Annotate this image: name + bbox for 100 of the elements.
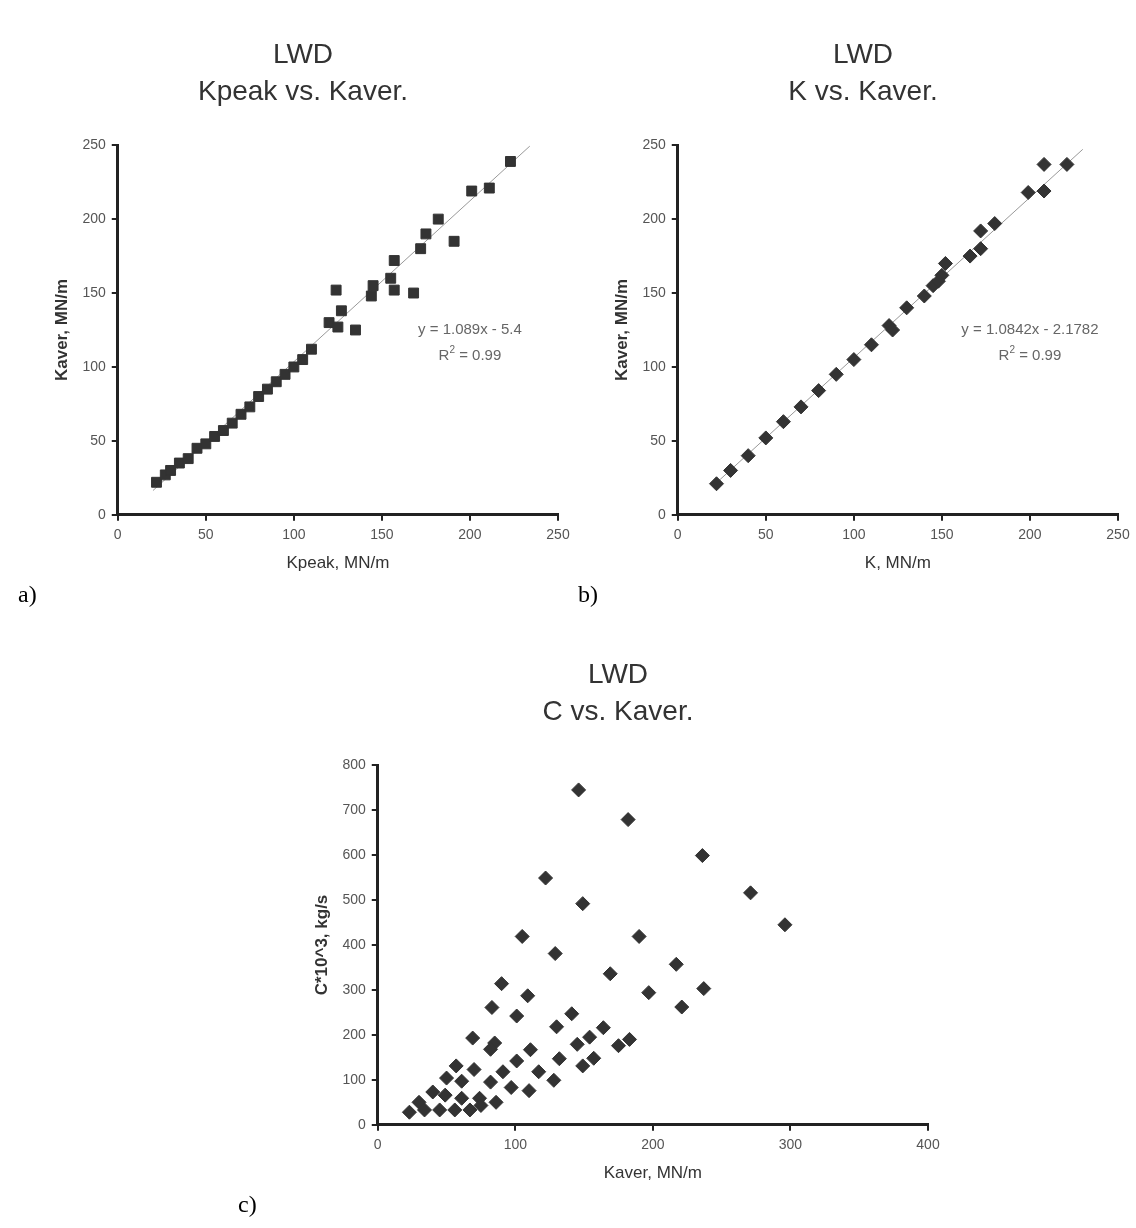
y-tick-label: 700 xyxy=(342,801,366,818)
point xyxy=(620,812,636,828)
point xyxy=(514,928,530,944)
point xyxy=(388,255,400,266)
x-tick-label: 200 xyxy=(458,526,482,543)
point xyxy=(937,255,953,271)
point xyxy=(388,284,400,296)
y-tick-label: 150 xyxy=(642,283,666,300)
point xyxy=(987,216,1003,232)
y-tick-label: 0 xyxy=(97,505,106,522)
point xyxy=(484,999,500,1015)
point xyxy=(448,235,460,247)
point xyxy=(415,243,427,255)
y-tick-label: 50 xyxy=(90,431,106,448)
x-tick-label: 250 xyxy=(1106,526,1130,543)
point xyxy=(740,448,756,464)
y-tick-label: 100 xyxy=(342,1070,366,1087)
x-axis-title: K, MN/m xyxy=(864,553,931,573)
y-tick-label: 200 xyxy=(642,209,666,226)
point xyxy=(1036,156,1052,172)
point xyxy=(610,1038,626,1054)
point xyxy=(863,337,879,353)
point xyxy=(165,465,177,476)
annotation: y = 1.0842x - 2.1782 xyxy=(961,320,1099,338)
point xyxy=(432,213,444,225)
point xyxy=(297,354,309,366)
y-tick-label: 100 xyxy=(82,357,106,374)
point xyxy=(885,322,901,338)
text: a) xyxy=(18,581,37,608)
point xyxy=(235,408,247,420)
point xyxy=(828,366,844,382)
point xyxy=(217,425,229,436)
point xyxy=(401,1104,417,1120)
point xyxy=(582,1029,598,1045)
y-tick-label: 50 xyxy=(650,431,666,448)
point xyxy=(494,976,510,992)
point xyxy=(437,1087,453,1103)
point xyxy=(350,324,361,336)
x-tick-label: 200 xyxy=(1018,526,1042,543)
point xyxy=(775,414,791,430)
point xyxy=(335,305,347,317)
point xyxy=(465,1030,481,1046)
point xyxy=(696,981,712,997)
point xyxy=(621,1031,637,1047)
point xyxy=(668,956,684,972)
chart-title: LWD xyxy=(272,37,334,69)
point xyxy=(575,896,591,912)
point xyxy=(495,1064,511,1080)
point xyxy=(173,457,185,469)
point xyxy=(1020,185,1036,201)
y-tick-label: 800 xyxy=(342,756,366,773)
point xyxy=(447,1102,463,1118)
point xyxy=(425,1084,441,1100)
y-tick-label: 0 xyxy=(657,505,666,522)
text: c) xyxy=(238,1191,257,1218)
point xyxy=(522,1042,538,1058)
point xyxy=(571,782,587,798)
point xyxy=(531,1064,547,1080)
point xyxy=(899,300,915,316)
point xyxy=(521,1083,537,1099)
y-tick-label: 200 xyxy=(82,209,106,226)
y-tick-label: 500 xyxy=(342,890,366,907)
point xyxy=(549,1019,565,1035)
y-tick-label: 0 xyxy=(357,1115,366,1132)
point xyxy=(538,870,554,886)
point xyxy=(547,946,563,962)
point xyxy=(973,241,989,257)
point xyxy=(551,1051,567,1067)
point xyxy=(641,985,657,1001)
annotation: y = 1.089x - 5.4 xyxy=(418,320,522,338)
x-tick-label: 150 xyxy=(930,526,954,543)
point xyxy=(569,1036,585,1052)
point xyxy=(261,383,273,395)
y-tick-label: 600 xyxy=(342,845,366,862)
point xyxy=(723,462,739,478)
x-tick-label: 150 xyxy=(370,526,394,543)
point xyxy=(631,928,647,944)
x-tick-label: 100 xyxy=(503,1136,528,1153)
point xyxy=(448,1058,464,1074)
point xyxy=(503,1079,519,1095)
point xyxy=(962,248,978,264)
point xyxy=(385,272,397,284)
x-axis-title: Kpeak, MN/m xyxy=(286,553,390,573)
point xyxy=(509,1008,525,1024)
point xyxy=(811,383,827,399)
point xyxy=(793,399,809,415)
point xyxy=(420,228,432,240)
point xyxy=(279,368,291,380)
x-tick-label: 0 xyxy=(373,1136,382,1153)
point xyxy=(244,401,256,413)
point xyxy=(408,287,420,299)
x-tick-label: 100 xyxy=(842,526,866,543)
point xyxy=(488,1094,504,1110)
point xyxy=(417,1102,433,1118)
point xyxy=(709,476,724,492)
x-tick-label: 0 xyxy=(113,526,122,543)
x-tick-label: 300 xyxy=(778,1136,803,1153)
point xyxy=(483,1074,499,1090)
point xyxy=(253,391,265,402)
point xyxy=(846,352,862,368)
